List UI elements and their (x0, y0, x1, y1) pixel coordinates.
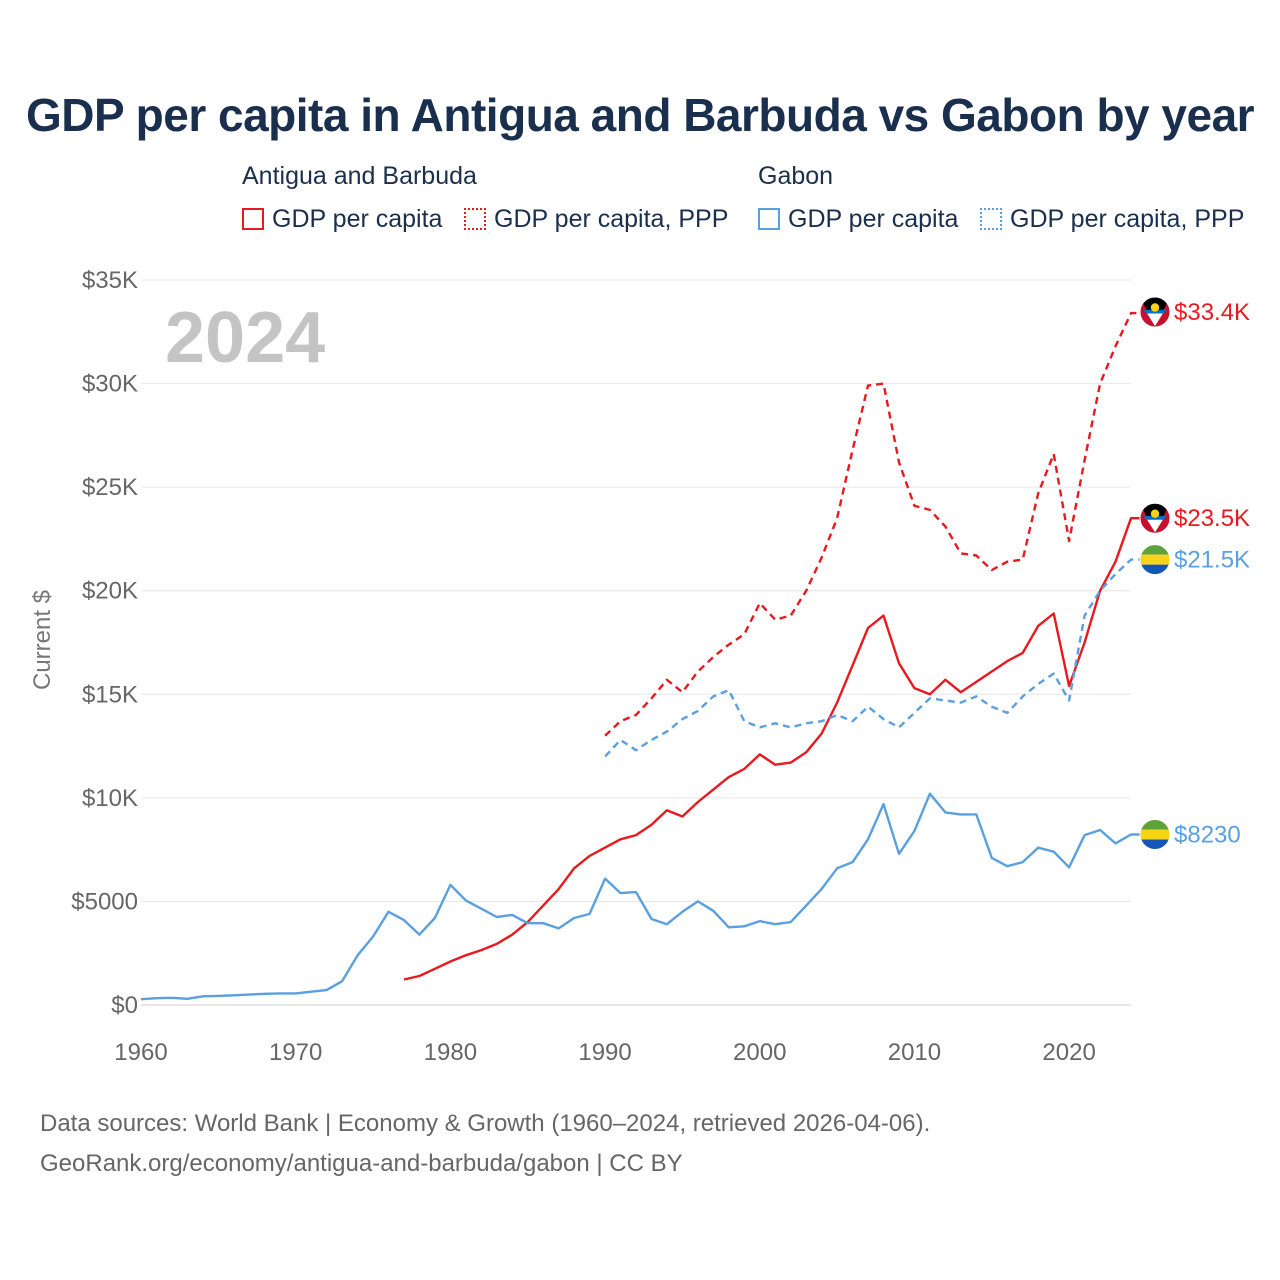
legend-group-antigua-and-barbuda: Antigua and Barbuda (242, 162, 477, 190)
legend-swatch-solid-red (242, 208, 264, 230)
y-tick-label: $15K (82, 681, 138, 708)
series-line-2 (604, 558, 1141, 758)
series-line-0 (604, 311, 1141, 737)
antigua-and-barbuda-flag-icon (1139, 502, 1171, 534)
y-tick-label: $30K (82, 371, 138, 398)
x-tick-label: 1960 (114, 1039, 167, 1066)
legend-item-gabon-gdp[interactable]: GDP per capita (758, 204, 958, 234)
y-axis-ticks: $0 $5000 $10K $15K $20K $25K $30K $35K (71, 267, 138, 1019)
y-tick-label: $10K (82, 785, 138, 812)
y-tick-label: $35K (82, 267, 138, 294)
legend-label: GDP per capita (272, 204, 443, 233)
footer: Data sources: World Bank | Economy & Gro… (40, 1104, 930, 1184)
legend-item-antigua-gdp[interactable]: GDP per capita (242, 204, 442, 234)
legend-swatch-dotted-red (464, 208, 486, 230)
footer-link[interactable]: GeoRank.org/economy/antigua-and-barbuda/… (40, 1150, 683, 1177)
gridlines (141, 279, 1131, 1006)
y-tick-label: $20K (82, 578, 138, 605)
x-axis-ticks: 1960 1970 1980 1990 2000 2010 2020 (114, 1039, 1096, 1066)
gabon-flag-icon (1139, 544, 1171, 576)
legend-label: GDP per capita (788, 204, 959, 233)
chart-title: GDP per capita in Antigua and Barbuda vs… (26, 89, 1255, 141)
x-tick-label: 1990 (578, 1039, 631, 1066)
footer-sources: Data sources: World Bank | Economy & Gro… (40, 1110, 931, 1137)
legend-swatch-solid-blue (758, 208, 780, 230)
series-end-label: $21.5K (1174, 547, 1250, 574)
series-lines (140, 311, 1141, 1001)
gabon-flag-icon (1139, 819, 1171, 851)
x-tick-label: 2020 (1042, 1039, 1095, 1066)
antigua-and-barbuda-flag-icon (1139, 296, 1171, 328)
legend-label: GDP per capita, PPP (1010, 204, 1245, 233)
y-tick-label: $25K (82, 474, 138, 501)
x-tick-label: 2000 (733, 1039, 786, 1066)
y-tick-label: $0 (111, 992, 138, 1019)
x-tick-label: 1980 (424, 1039, 477, 1066)
legend-item-antigua-gdp-ppp[interactable]: GDP per capita, PPP (464, 204, 728, 234)
x-tick-label: 1970 (269, 1039, 322, 1066)
series-end-labels: $33.4K $23.5K $21.5K $8230 (1139, 296, 1250, 851)
series-line-3 (140, 792, 1141, 1001)
year-watermark: 2024 (165, 298, 325, 378)
series-end-label: $33.4K (1174, 299, 1250, 326)
series-end-label: $8230 (1174, 822, 1241, 849)
x-tick-label: 2010 (888, 1039, 941, 1066)
legend-label: GDP per capita, PPP (494, 204, 729, 233)
y-tick-label: $5000 (71, 888, 138, 915)
series-end-label: $23.5K (1174, 505, 1250, 532)
y-axis-label: Current $ (29, 590, 56, 690)
series-line-1 (403, 517, 1141, 981)
legend-group-gabon: Gabon (758, 162, 834, 190)
legend-swatch-dotted-blue (980, 208, 1002, 230)
legend-item-gabon-gdp-ppp[interactable]: GDP per capita, PPP (980, 204, 1244, 234)
